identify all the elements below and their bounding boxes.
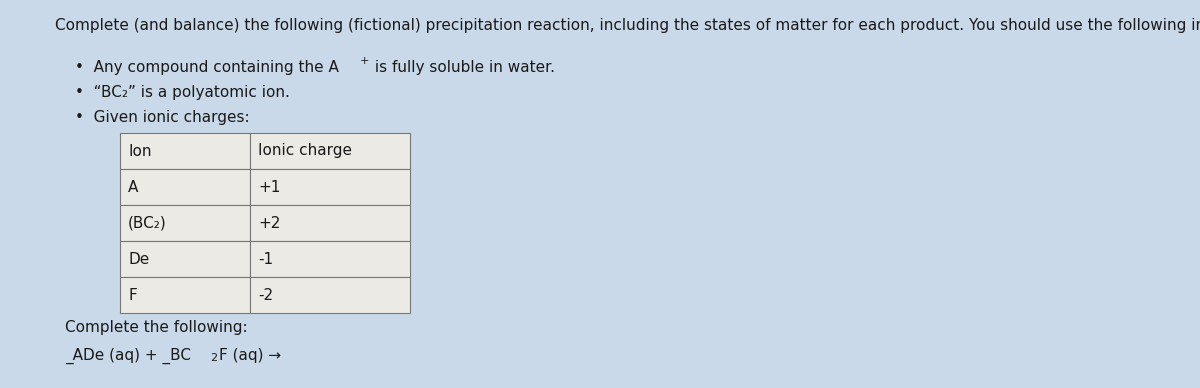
Text: F: F (128, 288, 137, 303)
FancyBboxPatch shape (250, 241, 410, 277)
Text: -2: -2 (258, 288, 274, 303)
Text: +2: +2 (258, 215, 281, 230)
Text: _ADe (aq) + _BC: _ADe (aq) + _BC (65, 348, 191, 364)
Text: Complete (and balance) the following (fictional) precipitation reaction, includi: Complete (and balance) the following (fi… (55, 18, 1200, 33)
Text: F (aq) →: F (aq) → (220, 348, 281, 363)
FancyBboxPatch shape (250, 169, 410, 205)
Text: Ionic charge: Ionic charge (258, 144, 352, 159)
Text: A: A (128, 180, 138, 194)
FancyBboxPatch shape (120, 277, 250, 313)
FancyBboxPatch shape (250, 133, 410, 169)
Text: is fully soluble in water.: is fully soluble in water. (370, 60, 554, 75)
FancyBboxPatch shape (120, 241, 250, 277)
FancyBboxPatch shape (250, 205, 410, 241)
FancyBboxPatch shape (120, 205, 250, 241)
Text: +: + (360, 56, 370, 66)
Text: •  “BC₂” is a polyatomic ion.: • “BC₂” is a polyatomic ion. (74, 85, 290, 100)
Text: De: De (128, 251, 149, 267)
Text: •  Any compound containing the A: • Any compound containing the A (74, 60, 338, 75)
Text: Ion: Ion (128, 144, 151, 159)
Text: •  Given ionic charges:: • Given ionic charges: (74, 110, 250, 125)
Text: (BC₂): (BC₂) (128, 215, 167, 230)
Text: +1: +1 (258, 180, 281, 194)
FancyBboxPatch shape (120, 169, 250, 205)
Text: Complete the following:: Complete the following: (65, 320, 247, 335)
Text: 2: 2 (210, 353, 217, 363)
FancyBboxPatch shape (250, 277, 410, 313)
Text: -1: -1 (258, 251, 274, 267)
FancyBboxPatch shape (120, 133, 250, 169)
